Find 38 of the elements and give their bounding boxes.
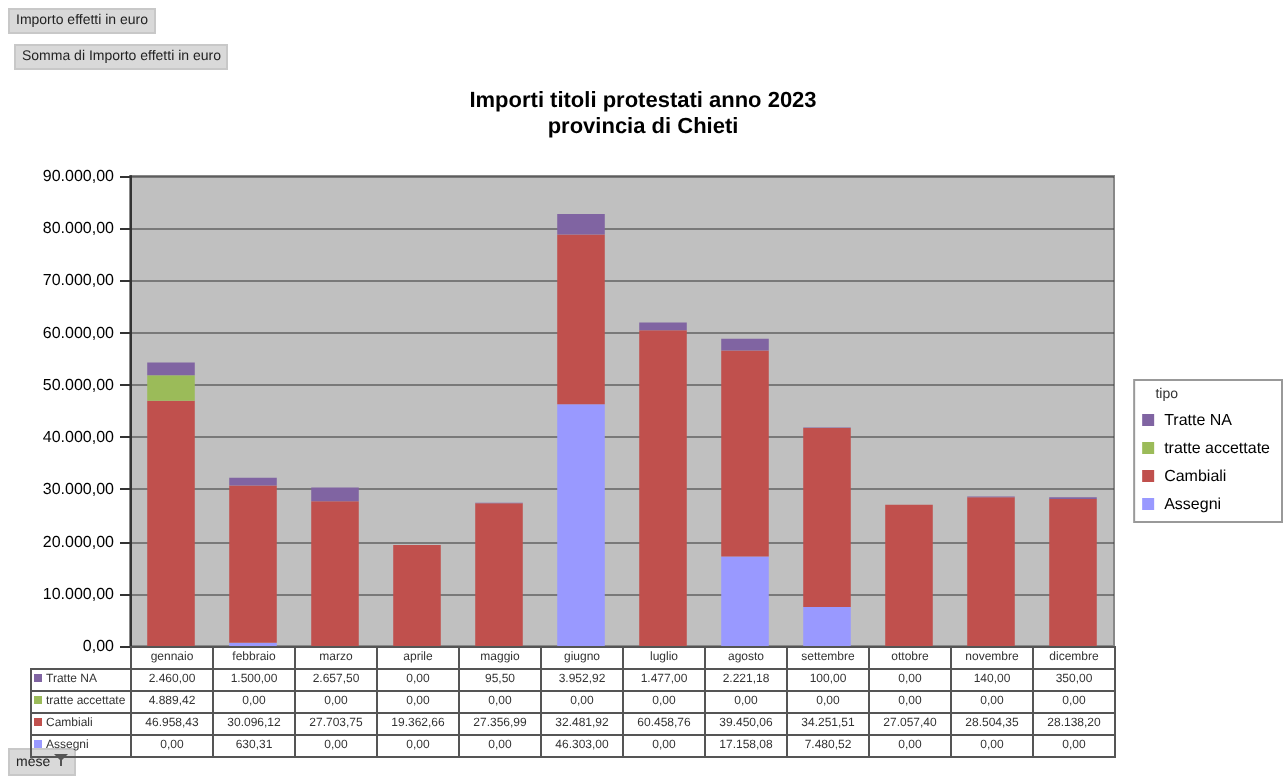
bar bbox=[147, 375, 195, 401]
y-tick-label: 20.000,00 bbox=[42, 532, 116, 551]
bar bbox=[311, 487, 359, 502]
y-tick-label: 10.000,00 bbox=[42, 584, 116, 603]
text: Assegni bbox=[1164, 495, 1222, 513]
bar bbox=[557, 234, 605, 405]
bar bbox=[885, 504, 933, 646]
y-tick-label: 0,00 bbox=[82, 637, 116, 655]
bar bbox=[639, 322, 687, 331]
bar bbox=[475, 503, 523, 646]
y-tick-label: 90.000,00 bbox=[42, 167, 116, 185]
bar bbox=[803, 428, 851, 607]
bar bbox=[721, 350, 769, 557]
bar bbox=[147, 362, 195, 376]
bar bbox=[229, 477, 277, 486]
bar bbox=[311, 501, 359, 646]
chart-title: Importi titoli protestati anno 2023 bbox=[469, 89, 817, 113]
y-tick-label: 60.000,00 bbox=[42, 323, 116, 342]
y-tick-label: 30.000,00 bbox=[42, 480, 116, 499]
bar bbox=[803, 606, 851, 646]
bar bbox=[147, 400, 195, 646]
y-tick-label: 50.000,00 bbox=[42, 375, 116, 394]
bar bbox=[557, 213, 605, 235]
y-tick-label: 40.000,00 bbox=[42, 428, 116, 447]
chart-subtitle: provincia di Chieti bbox=[547, 115, 739, 139]
bar bbox=[1049, 499, 1097, 646]
y-tick-label: 80.000,00 bbox=[42, 219, 116, 238]
bar bbox=[967, 497, 1015, 646]
bar bbox=[721, 338, 769, 351]
legend-label: Tratte NA bbox=[1164, 411, 1234, 429]
bar bbox=[557, 404, 605, 646]
bar bbox=[721, 556, 769, 646]
legend-label: Cambiali bbox=[1164, 467, 1227, 485]
bar bbox=[393, 544, 441, 646]
y-tick-label: 70.000,00 bbox=[42, 271, 116, 290]
bar bbox=[639, 330, 687, 646]
text: tratte accettate bbox=[1164, 439, 1271, 457]
bar bbox=[229, 485, 277, 643]
